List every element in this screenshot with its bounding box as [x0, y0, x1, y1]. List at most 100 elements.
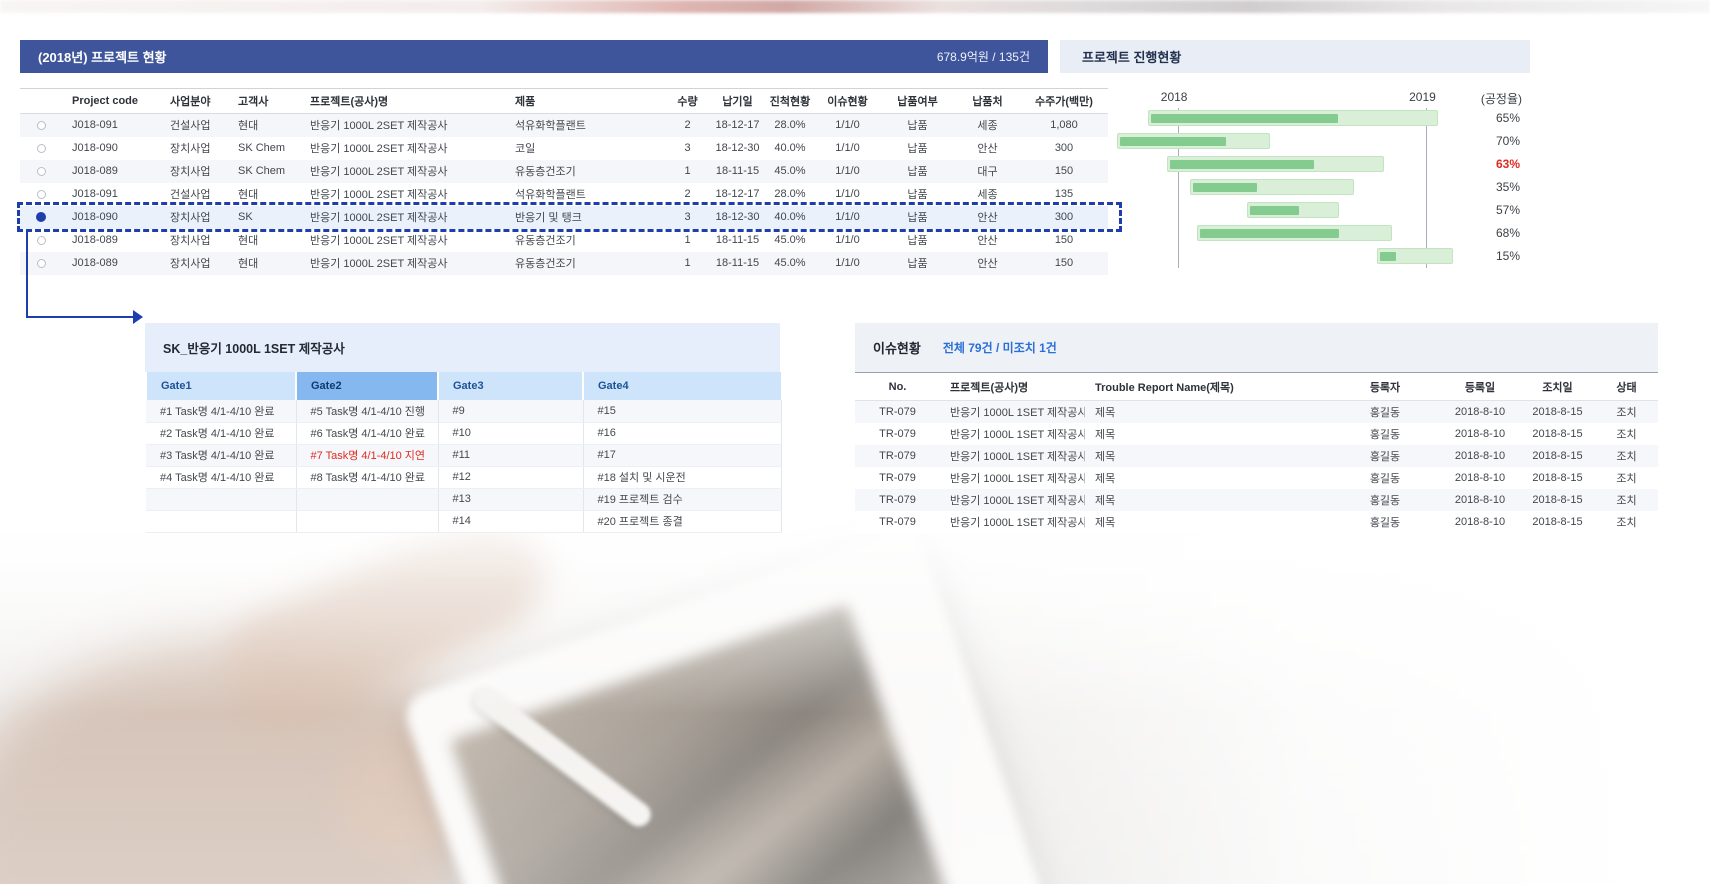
cell-delivery-site: 안산: [977, 143, 998, 155]
table-row[interactable]: J018-090 장치사업 SK Chem 반응기 1000L 2SET 제작공사 코일…: [20, 137, 1108, 160]
radio-cell: [20, 183, 62, 206]
issue-row[interactable]: TR-079 반응기 1000L 1SET 제작공사 제목 홍길동 2018-8-10 2…: [855, 423, 1658, 445]
progress-rate-label: 57%: [1495, 202, 1520, 217]
rate-axis-label: (공정율): [1480, 92, 1522, 106]
cell-due-date: 18-12-30: [710, 205, 765, 229]
progress-bar: [1150, 113, 1338, 123]
cell-client: 현대: [238, 189, 259, 201]
radio-unselected-icon[interactable]: [36, 258, 46, 268]
cell-delivery-site: 안산: [955, 251, 1020, 275]
table-row[interactable]: J018-091 건설사업 현대 반응기 1000L 2SET 제작공사 석유화학플랜트…: [20, 113, 1108, 137]
cell-registrant: 홍길동: [1369, 472, 1401, 485]
radio-unselected-icon[interactable]: [36, 235, 46, 245]
column-header-0: [20, 88, 62, 114]
cell-registrant: 홍길동: [1369, 428, 1401, 441]
cell-delivery-site: 안산: [977, 235, 998, 247]
cell-issue-count: 1/1/0: [815, 205, 880, 229]
column-header-8: 진척현황: [765, 88, 815, 114]
cell-issue-count: 1/1/0: [815, 251, 880, 275]
cell-due-date: 18-12-17: [710, 113, 765, 137]
issue-panel-title: 이슈현황: [873, 341, 921, 356]
cell-registered-date: 2018-8-10: [1454, 515, 1506, 528]
background-photo-top-strip: [0, 0, 1710, 13]
gantt-row: 63%: [1075, 152, 1530, 175]
cell-action-date: 2018-8-15: [1520, 400, 1595, 423]
issue-row[interactable]: TR-079 반응기 1000L 1SET 제작공사 제목 홍길동 2018-8-10 2…: [855, 488, 1658, 511]
gate-task-cell: [296, 510, 439, 533]
gate-task-cell: #10: [438, 422, 584, 445]
gridline-2019: [1426, 108, 1428, 268]
plan-bar: [1246, 201, 1339, 218]
radio-unselected-icon[interactable]: [36, 189, 46, 199]
cell-due-date: 18-11-15: [710, 159, 765, 183]
cell-business-division: 장치사업: [170, 143, 211, 155]
cell-client: 현대: [238, 235, 259, 247]
cell-delivery-status: 납품: [880, 159, 955, 183]
gate-column-header-2: Gate2: [295, 372, 438, 400]
axis-year-2019: 2019: [1409, 90, 1436, 104]
column-header-12: 수주가(백만): [1020, 88, 1108, 114]
radio-selected-icon[interactable]: [36, 212, 46, 223]
table-row[interactable]: J018-091 건설사업 현대 반응기 1000L 2SET 제작공사 석유화학플랜트…: [20, 183, 1108, 206]
radio-cell: [20, 229, 62, 252]
cell-registrant: 홍길동: [1369, 516, 1401, 529]
cell-trouble-report-name: 제목: [1095, 516, 1116, 529]
connector-arrow-icon: [133, 310, 143, 324]
radio-unselected-icon[interactable]: [36, 166, 46, 176]
cell-quantity: 1: [684, 234, 691, 246]
radio-cell: [20, 113, 62, 137]
column-header-11: 납품처: [955, 88, 1020, 114]
issue-row[interactable]: TR-079 반응기 1000L 1SET 제작공사 제목 홍길동 2018-8-10 2…: [855, 444, 1658, 467]
gantt-track: [1075, 247, 1457, 264]
radio-cell: [20, 205, 62, 229]
table-row[interactable]: J018-089 장치사업 현대 반응기 1000L 2SET 제작공사 유동층건조기 1…: [20, 229, 1108, 252]
table-row[interactable]: J018-090 장치사업 SK 반응기 1000L 2SET 제작공사 반응기 및 탱…: [20, 205, 1108, 229]
gate-row: #14 #20 프로젝트 종결: [146, 510, 782, 533]
cell-quantity: 3: [684, 142, 691, 154]
radio-unselected-icon[interactable]: [36, 143, 46, 153]
cell-issue-no: TR-079: [855, 488, 940, 511]
gate-task-cell: #20 프로젝트 종결: [583, 510, 782, 533]
gantt-row: 15%: [1075, 244, 1530, 267]
cell-product: 유동층건조기: [505, 159, 665, 183]
cell-project-code: J018-091: [72, 188, 118, 200]
issue-row[interactable]: TR-079 반응기 1000L 1SET 제작공사 제목 홍길동 2018-8-10 2…: [855, 467, 1658, 489]
axis-year-2018: 2018: [1160, 90, 1188, 104]
issue-column-header-registrant: 등록자: [1330, 372, 1440, 401]
plan-bar: [1189, 178, 1354, 195]
cell-quantity: 1: [665, 251, 710, 275]
radio-unselected-icon[interactable]: [36, 120, 46, 130]
radio-cell: [20, 251, 62, 275]
table-row[interactable]: J018-089 장치사업 현대 반응기 1000L 2SET 제작공사 유동층건조기 1…: [20, 251, 1108, 275]
issue-panel-summary: 전체 79건 / 미조치 1건: [942, 341, 1057, 355]
cell-project-name: 반응기 1000L 2SET 제작공사: [310, 189, 448, 201]
cell-project-name: 반응기 1000L 1SET 제작공사: [940, 400, 1085, 423]
cell-project-name: 반응기 1000L 2SET 제작공사: [300, 205, 505, 229]
cell-project-name: 반응기 1000L 2SET 제작공사: [300, 251, 505, 275]
cell-due-date: 18-11-15: [710, 251, 765, 275]
table-row[interactable]: J018-089 장치사업 SK Chem 반응기 1000L 2SET 제작공사 유동…: [20, 159, 1108, 183]
cell-product: 반응기 및 탱크: [505, 205, 665, 229]
cell-project-name: 반응기 1000L 1SET 제작공사: [950, 516, 1085, 529]
gate-task-cell: #2 Task명 4/1-4/10 완료: [146, 422, 297, 445]
cell-registered-date: 2018-8-10: [1440, 444, 1520, 467]
cell-project-code: J018-089: [62, 251, 160, 275]
radio-cell: [20, 159, 62, 183]
cell-action-date: 2018-8-15: [1532, 515, 1583, 528]
gate-task-cell: #11: [438, 444, 584, 467]
cell-trouble-report-name: 제목: [1095, 428, 1116, 441]
connector-line-vertical: [26, 232, 28, 318]
cell-order-amount: 150: [1054, 234, 1074, 246]
cell-business-division: 장치사업: [160, 251, 228, 275]
issue-row[interactable]: TR-079 반응기 1000L 1SET 제작공사 제목 홍길동 2018-8-10 2…: [855, 511, 1658, 533]
issue-row[interactable]: TR-079 반응기 1000L 1SET 제작공사 제목 홍길동 2018-8-10 2…: [855, 400, 1658, 423]
cell-progress: 45.0%: [765, 251, 815, 275]
cell-issue-no: TR-079: [855, 444, 940, 467]
cell-trouble-report-name: 제목: [1095, 472, 1116, 485]
progress-gantt-chart: 2018 2019 (공정율) 65% 70% 63% 35% 57% 68% 15%: [1075, 88, 1530, 268]
cell-business-division: 장치사업: [160, 159, 228, 183]
radio-cell: [20, 137, 62, 160]
gate-task-cell: #14: [438, 510, 584, 533]
gantt-row: 70%: [1075, 129, 1530, 152]
cell-product: 유동층건조기: [505, 251, 665, 275]
